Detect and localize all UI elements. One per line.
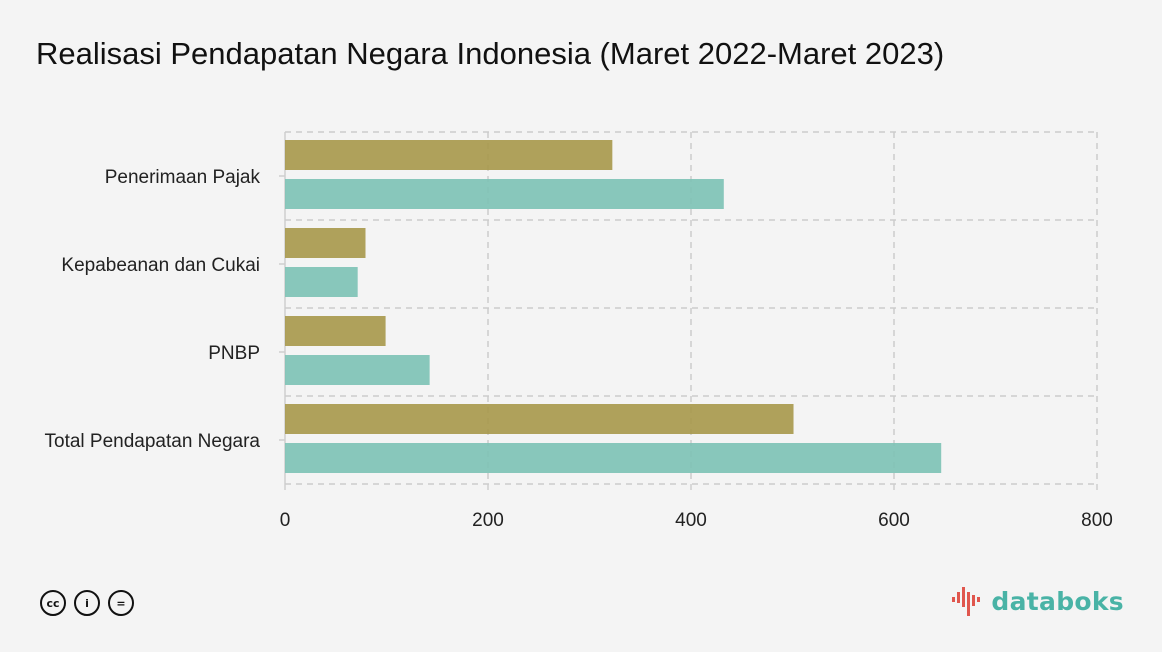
bar-0-series-1	[285, 179, 724, 209]
x-tick-label: 400	[675, 510, 707, 531]
bar-1-series-0	[285, 228, 366, 258]
x-tick-labels: 0 200 400 600 800	[280, 484, 1113, 531]
license-icons: cc i =	[40, 590, 134, 616]
bar-chart: Penerimaan Pajak Kepabeanan dan Cukai PNBP…	[45, 131, 1113, 531]
bar-2-series-1	[285, 355, 430, 385]
bar-1-series-1	[285, 267, 358, 297]
brand-logo[interactable]: databoks	[951, 586, 1124, 616]
brand-name: databoks	[991, 586, 1124, 616]
by-icon: i	[74, 590, 100, 616]
cc-icon: cc	[40, 590, 66, 616]
bar-2-series-0	[285, 316, 386, 346]
bar-3-series-1	[285, 443, 942, 473]
chart-title: Realisasi Pendapatan Negara Indonesia (M…	[36, 36, 945, 71]
bar-3-series-0	[285, 404, 794, 434]
bar-0-series-0	[285, 140, 613, 170]
chart-grid	[284, 131, 1098, 485]
x-tick-label: 800	[1081, 510, 1113, 531]
x-tick-label: 200	[472, 510, 504, 531]
category-label: Kepabeanan dan Cukai	[61, 255, 260, 276]
category-label: Penerimaan Pajak	[105, 167, 261, 188]
x-tick-label: 600	[878, 510, 910, 531]
category-labels: Penerimaan Pajak Kepabeanan dan Cukai PNBP…	[45, 167, 285, 452]
nd-icon: =	[108, 590, 134, 616]
category-label: Total Pendapatan Negara	[45, 431, 261, 452]
chart-bars	[285, 140, 942, 473]
category-label: PNBP	[208, 343, 260, 364]
x-tick-label: 0	[280, 510, 291, 531]
databoks-logo-icon	[952, 587, 981, 616]
